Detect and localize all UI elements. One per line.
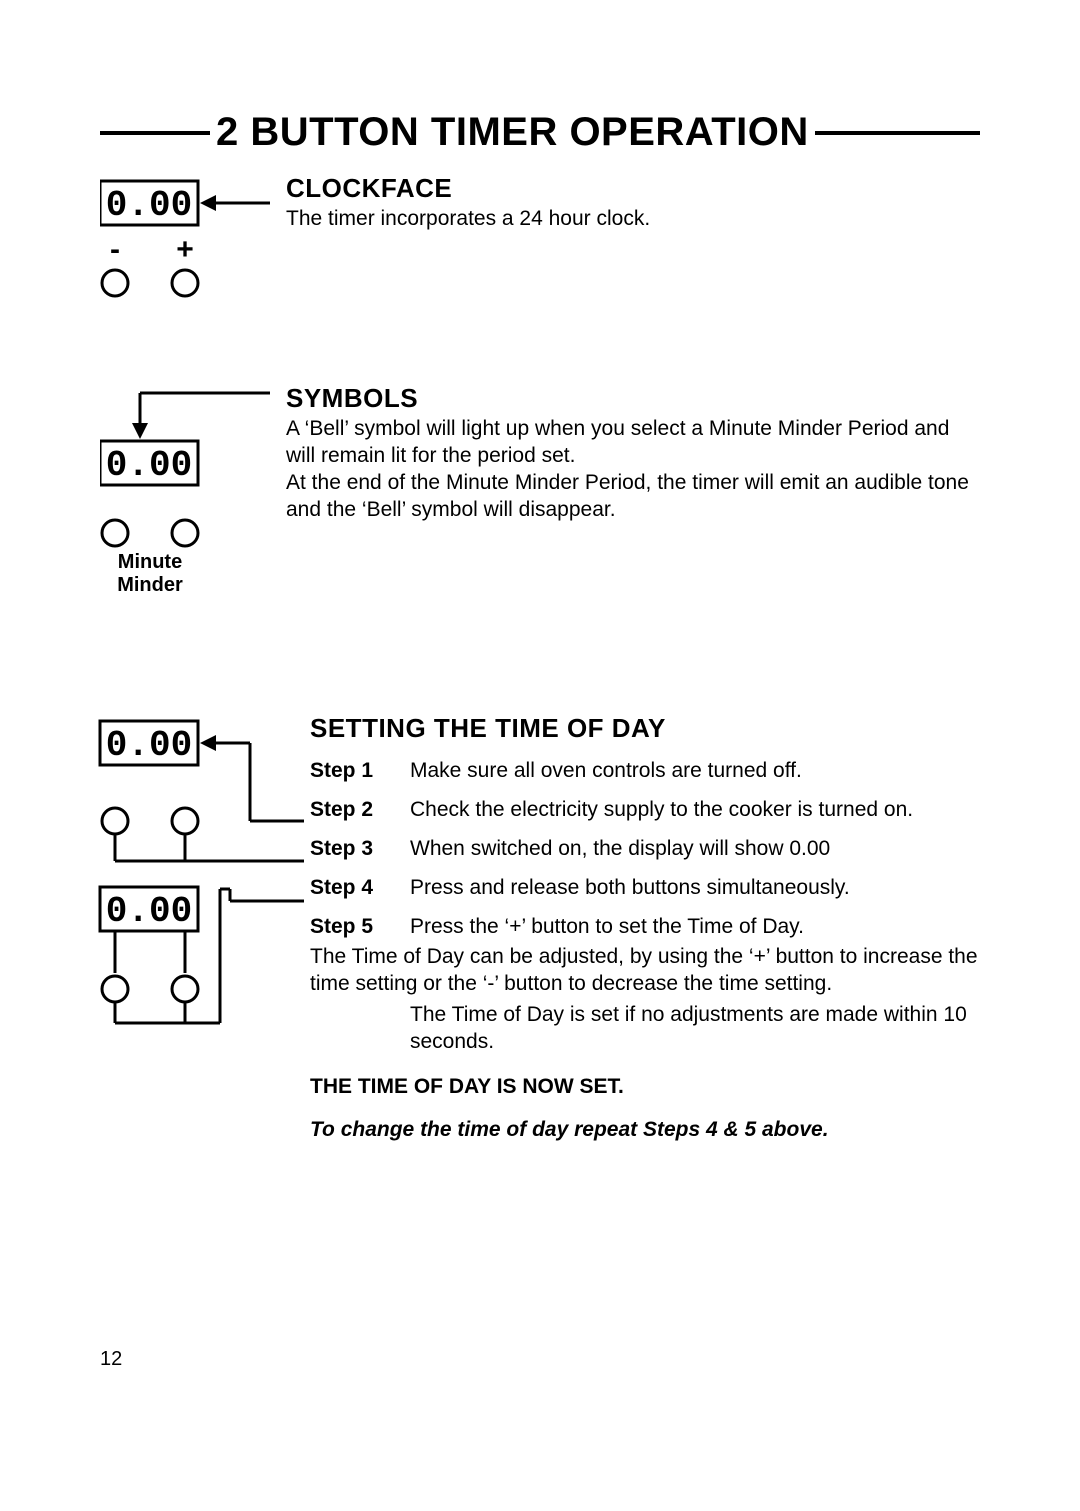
lcd-value: 0.00 — [106, 445, 192, 486]
title-rule-left — [100, 131, 210, 135]
minute-minder-label: Minute Minder — [100, 551, 200, 597]
step-label: Step 5 — [310, 914, 410, 941]
plus-button[interactable] — [172, 270, 198, 296]
lcd-value-upper: 0.00 — [106, 725, 192, 766]
plus-button[interactable] — [172, 520, 198, 546]
setting-heading: SETTING THE TIME OF DAY — [310, 713, 980, 744]
step-label: Step 3 — [310, 836, 410, 863]
minus-button[interactable] — [102, 270, 128, 296]
setting-diagram: 0.00 0.00 — [100, 713, 280, 1133]
step-text: Check the electricity supply to the cook… — [410, 797, 980, 824]
step-label: Step 2 — [310, 797, 410, 824]
minus-button[interactable] — [102, 520, 128, 546]
symbols-text-1: A ‘Bell’ symbol will light up when you s… — [286, 416, 980, 470]
step-text: Press and release both buttons simultane… — [410, 875, 980, 902]
symbols-heading: SYMBOLS — [286, 383, 980, 414]
plus-button[interactable] — [172, 808, 198, 834]
page-number: 12 — [100, 1348, 122, 1371]
step-text: Press the ‘+’ button to set the Time of … — [410, 914, 980, 941]
clockface-diagram: 0.00 - + — [100, 173, 280, 323]
step-label: Step 1 — [310, 758, 410, 785]
arrow-left-icon — [200, 735, 216, 751]
step5-continuation-b: The Time of Day can be adjusted, by usin… — [310, 944, 980, 998]
arrow-down-icon — [132, 423, 148, 439]
clockface-heading: CLOCKFACE — [286, 173, 980, 204]
step-label: Step 4 — [310, 875, 410, 902]
page-title-row: 2 BUTTON TIMER OPERATION — [100, 110, 980, 155]
time-now-set: THE TIME OF DAY IS NOW SET. — [310, 1074, 980, 1101]
plus-label: + — [176, 233, 194, 266]
step-text: Make sure all oven controls are turned o… — [410, 758, 980, 785]
step-row: Step 5 Press the ‘+’ button to set the T… — [310, 914, 980, 941]
step-row: Step 4 Press and release both buttons si… — [310, 875, 980, 902]
plus-button[interactable] — [172, 976, 198, 1002]
minus-button[interactable] — [102, 976, 128, 1002]
repeat-instruction: To change the time of day repeat Steps 4… — [310, 1117, 980, 1144]
lcd-value-lower: 0.00 — [106, 891, 192, 932]
page-title: 2 BUTTON TIMER OPERATION — [210, 110, 815, 155]
symbols-diagram: 0.00 Minute Minder — [100, 383, 280, 643]
minus-label: - — [110, 233, 120, 266]
step-row: Step 3 When switched on, the display wil… — [310, 836, 980, 863]
steps-table: Step 1 Make sure all oven controls are t… — [310, 758, 980, 1144]
lcd-value: 0.00 — [106, 185, 192, 226]
step5-continuation-c: The Time of Day is set if no adjustments… — [410, 1002, 980, 1056]
symbols-text-2: At the end of the Minute Minder Period, … — [286, 470, 980, 524]
step-text: When switched on, the display will show … — [410, 836, 980, 863]
title-rule-right — [815, 131, 980, 135]
step-row: Step 1 Make sure all oven controls are t… — [310, 758, 980, 785]
arrow-left-icon — [200, 195, 216, 211]
clockface-text: The timer incorporates a 24 hour clock. — [286, 206, 980, 233]
minus-button[interactable] — [102, 808, 128, 834]
step-row: Step 2 Check the electricity supply to t… — [310, 797, 980, 824]
